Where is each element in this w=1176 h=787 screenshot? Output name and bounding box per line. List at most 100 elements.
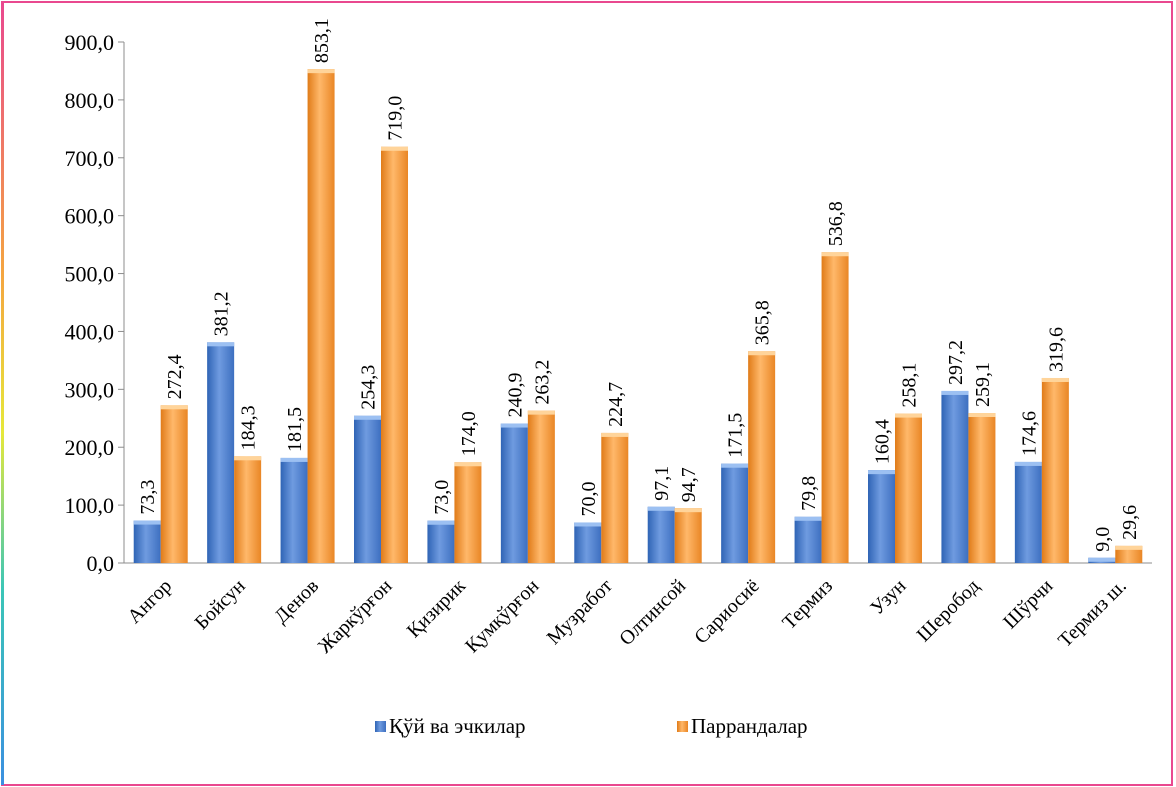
- category-label: Олтинсой: [615, 575, 690, 650]
- y-tick-label: 500,0: [65, 262, 115, 287]
- data-label: 174,0: [458, 411, 480, 456]
- bar-cap: [307, 69, 335, 74]
- bar-sheep-goats: [574, 522, 602, 563]
- bar-sheep-goats: [1014, 461, 1042, 563]
- bar-poultry: [160, 405, 188, 563]
- data-label: 9,0: [1092, 527, 1114, 552]
- bar-sheep-goats: [868, 470, 895, 563]
- category-label: Музработ: [543, 575, 617, 649]
- data-label: 263,2: [531, 360, 553, 405]
- data-label: 160,4: [872, 419, 894, 464]
- y-tick-label: 700,0: [65, 146, 115, 171]
- bar-poultry: [381, 146, 408, 564]
- y-tick-label: 100,0: [65, 493, 115, 518]
- y-tick-label: 400,0: [65, 319, 115, 344]
- category-label: Сариосиё: [690, 575, 764, 649]
- bar-cap: [647, 506, 675, 511]
- bar-sheep-goats: [354, 415, 381, 563]
- data-label: 184,3: [238, 405, 260, 450]
- bar-cap: [234, 456, 262, 461]
- data-label: 297,2: [945, 340, 967, 385]
- bar-poultry: [307, 69, 335, 563]
- y-tick-label: 600,0: [65, 204, 115, 229]
- bar-cap: [160, 405, 188, 410]
- data-label: 536,8: [825, 201, 847, 246]
- bar-cap: [381, 146, 408, 151]
- data-label: 254,3: [358, 365, 380, 410]
- bar-poultry: [454, 462, 482, 563]
- bar-cap: [354, 415, 381, 420]
- y-tick-label: 300,0: [65, 377, 115, 402]
- bar-cap: [280, 457, 308, 462]
- bar-sheep-goats: [941, 390, 969, 563]
- bar-cap: [794, 516, 822, 521]
- bar-cap: [941, 390, 969, 395]
- legend-swatch: [677, 721, 688, 732]
- data-label: 381,2: [211, 291, 233, 336]
- data-label: 73,0: [431, 480, 453, 515]
- category-label: Қизирик: [403, 575, 470, 642]
- data-label: 719,0: [385, 96, 407, 141]
- bar-poultry: [674, 508, 702, 563]
- bar-sheep-goats: [721, 463, 749, 563]
- y-tick-label: 800,0: [65, 88, 115, 113]
- data-label: 319,6: [1045, 327, 1067, 372]
- bar-cap: [674, 508, 702, 513]
- data-label: 29,6: [1119, 505, 1141, 540]
- data-label: 174,6: [1018, 411, 1040, 456]
- data-label: 259,1: [972, 362, 994, 407]
- legend-label: Қўй ва эчкилар: [389, 714, 526, 738]
- bar-sheep-goats: [500, 423, 528, 563]
- legend-swatch: [375, 721, 386, 732]
- category-label: Жаркўрғон: [314, 575, 397, 658]
- bar-poultry: [1041, 377, 1069, 563]
- category-label: Бойсун: [191, 575, 250, 634]
- data-label: 79,8: [798, 476, 820, 511]
- bar-cap: [1041, 377, 1069, 382]
- y-tick-label: 900,0: [65, 30, 115, 55]
- data-label: 365,8: [752, 300, 774, 345]
- plot-area: 0,0 100,0 200,0 300,0 400,0 500,0 600,0 700,0 80…: [65, 18, 1152, 658]
- category-label: Денов: [270, 575, 323, 628]
- bar-cap: [454, 462, 482, 467]
- bar-sheep-goats: [207, 342, 235, 563]
- bar-cap: [574, 522, 602, 527]
- bar-cap: [748, 351, 776, 356]
- bar-poultry: [821, 252, 849, 563]
- data-label: 258,1: [899, 363, 921, 408]
- bar-cap: [821, 252, 849, 257]
- bar-cap: [1115, 545, 1143, 550]
- bar-cap: [601, 432, 629, 437]
- bar-cap: [207, 342, 235, 347]
- category-label: Узун: [866, 575, 910, 619]
- data-label: 70,0: [578, 481, 600, 516]
- bar-sheep-goats: [280, 457, 308, 563]
- bar-cap: [895, 413, 922, 418]
- data-label: 94,7: [678, 467, 700, 502]
- bar-cap: [1014, 461, 1042, 466]
- bar-cap: [721, 463, 749, 468]
- bar-cap: [968, 413, 996, 418]
- y-tick-label: 0,0: [87, 551, 115, 576]
- data-label: 272,4: [164, 354, 186, 399]
- legend: Қўй ва эчкилар Паррандалар: [375, 714, 808, 738]
- data-label: 97,1: [651, 466, 673, 501]
- bar-cap: [427, 520, 455, 525]
- data-label: 853,1: [311, 18, 333, 63]
- bar-sheep-goats: [427, 520, 455, 563]
- bar-sheep-goats: [647, 506, 675, 563]
- bar-poultry: [748, 351, 776, 563]
- bar-poultry: [968, 413, 996, 563]
- category-label: Ангор: [123, 575, 176, 628]
- data-label: 73,3: [137, 480, 159, 515]
- category-label: Шўрчи: [999, 575, 1058, 634]
- frame-left-edge: [1, 2, 4, 785]
- data-label: 181,5: [284, 407, 306, 452]
- bar-poultry: [234, 456, 262, 563]
- bar-cap: [133, 520, 161, 525]
- category-label: Шеробод: [913, 575, 984, 646]
- data-label: 224,7: [605, 382, 627, 427]
- bar-cap: [527, 410, 555, 415]
